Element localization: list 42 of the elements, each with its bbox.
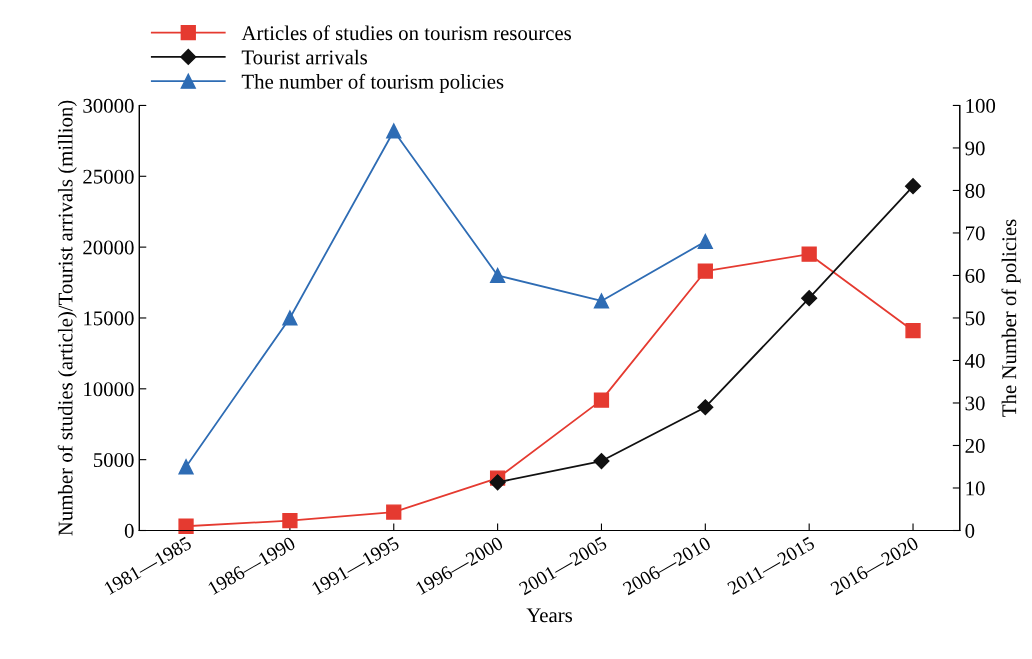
x-axis-title: Years bbox=[526, 608, 573, 623]
point bbox=[593, 293, 610, 309]
point bbox=[386, 123, 402, 139]
y-tick-label: 10000 bbox=[84, 382, 134, 397]
y2-axis-title: The Number of policies bbox=[1001, 219, 1021, 417]
y2-tick-label: 70 bbox=[965, 226, 985, 241]
y-tick-label: 5000 bbox=[94, 453, 134, 468]
y2-tick-label: 60 bbox=[965, 268, 985, 283]
y-tick-label: 25000 bbox=[83, 169, 134, 184]
point bbox=[178, 518, 194, 534]
point bbox=[697, 263, 713, 279]
legend-label: Tourist arrivals bbox=[241, 49, 368, 65]
point bbox=[697, 399, 714, 416]
y2-tick-label: 0 bbox=[965, 523, 975, 538]
point bbox=[178, 459, 194, 475]
y2-tick-label: 100 bbox=[966, 98, 996, 113]
y2-tick-label: 90 bbox=[965, 141, 985, 156]
y-tick-label: 20000 bbox=[83, 240, 134, 255]
point bbox=[489, 267, 506, 284]
y-tick-label: 0 bbox=[124, 523, 134, 538]
point bbox=[593, 392, 610, 408]
point bbox=[386, 504, 402, 520]
y-tick-label: 30000 bbox=[83, 98, 134, 113]
y2-tick-label: 80 bbox=[965, 183, 985, 198]
legend-label: The number of tourism policies bbox=[241, 73, 504, 93]
point bbox=[489, 474, 506, 491]
legend-label: Articles of studies on tourism resources bbox=[241, 25, 572, 41]
y-tick-label: 15000 bbox=[84, 311, 134, 326]
point bbox=[801, 290, 818, 307]
y-axis-title: Number of studies (article)/Tourist arrivals (million) bbox=[57, 100, 77, 536]
point bbox=[282, 512, 298, 529]
y2-tick-label: 10 bbox=[966, 481, 985, 496]
point bbox=[593, 453, 610, 470]
y2-tick-label: 50 bbox=[965, 311, 985, 326]
y2-tick-label: 20 bbox=[965, 438, 985, 453]
y2-tick-label: 30 bbox=[965, 396, 985, 411]
point bbox=[282, 310, 298, 326]
y2-tick-label: 40 bbox=[965, 353, 985, 368]
point bbox=[697, 233, 713, 250]
point bbox=[801, 246, 817, 262]
point bbox=[904, 178, 922, 195]
point bbox=[905, 323, 921, 339]
